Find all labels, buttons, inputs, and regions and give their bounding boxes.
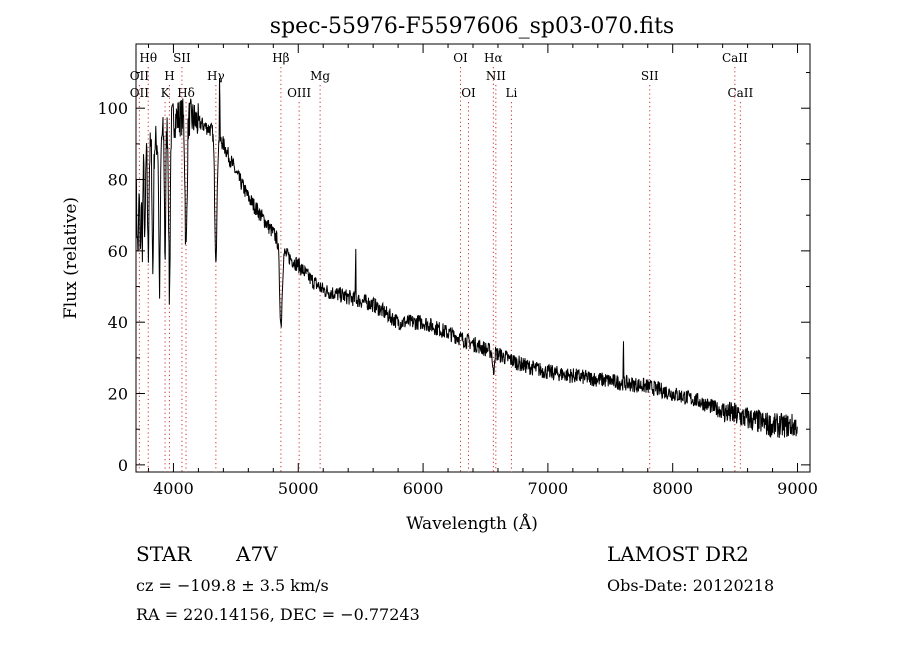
survey-name: LAMOST DR2 (607, 542, 749, 566)
chart-title: spec-55976-F5597606_sp03-070.fits (270, 14, 674, 39)
x-tick-label: 6000 (403, 479, 444, 498)
spectral-line-markers: Hθ SII Hβ OI Hα CaII OII H Hγ Mg NII SII OII K Hδ OIII O… (130, 51, 754, 472)
x-axis-label: Wavelength (Å) (406, 513, 538, 534)
line-marker-label: OI (453, 51, 468, 65)
line-marker-label: OII (130, 86, 150, 100)
line-marker-label: Hγ (207, 69, 225, 83)
line-marker-label: Hβ (272, 51, 289, 65)
line-marker-label: K (161, 86, 171, 100)
line-marker-label: CaII (722, 51, 748, 65)
y-tick-label: 20 (108, 385, 128, 404)
line-marker-label: Hδ (177, 86, 195, 100)
y-tick-label: 80 (108, 171, 128, 190)
y-tick-label: 0 (118, 456, 128, 475)
y-tick-label: 60 (108, 242, 128, 261)
line-marker-label: Mg (310, 69, 330, 83)
x-tick-label: 9000 (777, 479, 818, 498)
redshift-value: cz = −109.8 ± 3.5 km/s (136, 576, 329, 595)
line-marker-label: SII (173, 51, 191, 65)
line-marker-label: CaII (727, 86, 753, 100)
y-axis-label: Flux (relative) (61, 197, 81, 319)
y-tick-label: 40 (108, 313, 128, 332)
x-tick-label: 8000 (652, 479, 693, 498)
line-marker-label: Hα (484, 51, 503, 65)
line-marker-label: H (164, 69, 174, 83)
line-marker-label: Hθ (139, 51, 157, 65)
line-marker-label: OI (461, 86, 476, 100)
y-tick-label: 100 (97, 99, 128, 118)
object-class: STAR (136, 542, 192, 566)
x-tick-label: 4000 (153, 479, 194, 498)
x-tick-label: 5000 (278, 479, 319, 498)
plot-frame (135, 43, 811, 473)
axis-ticks: 4000 5000 6000 7000 8000 9000 0 20 40 60 80 100 (97, 44, 818, 498)
line-marker-label: SII (641, 69, 659, 83)
line-marker-label: OII (130, 69, 150, 83)
coordinates: RA = 220.14156, DEC = −0.77243 (136, 605, 420, 624)
x-tick-label: 7000 (528, 479, 569, 498)
object-subclass: A7V (235, 542, 278, 566)
line-marker-label: NII (486, 69, 506, 83)
observation-date: Obs-Date: 20120218 (607, 576, 774, 595)
line-marker-label: OIII (287, 86, 311, 100)
line-marker-label: Li (506, 86, 518, 100)
spectrum-line (135, 77, 798, 438)
